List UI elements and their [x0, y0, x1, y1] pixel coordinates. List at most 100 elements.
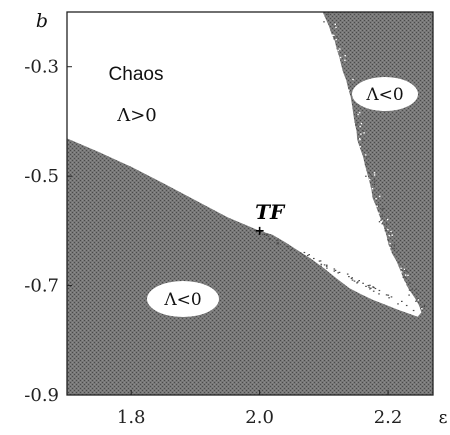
boundary-speckle	[375, 198, 377, 200]
boundary-speckle	[374, 287, 377, 290]
boundary-speckle	[353, 123, 355, 125]
y-tick-label: -0.9	[24, 385, 59, 406]
boundary-speckle	[348, 276, 350, 278]
boundary-speckle	[416, 298, 418, 300]
boundary-speckle	[407, 291, 409, 293]
boundary-speckle	[336, 36, 338, 38]
boundary-speckle	[378, 212, 380, 214]
boundary-speckle	[350, 105, 352, 107]
boundary-speckle	[366, 156, 368, 158]
boundary-speckle	[380, 219, 382, 221]
boundary-speckle	[421, 308, 423, 310]
boundary-speckle	[390, 296, 393, 298]
boundary-speckle	[386, 223, 388, 225]
boundary-speckle	[334, 46, 337, 49]
boundary-speckle	[350, 277, 353, 280]
boundary-speckle	[356, 122, 358, 124]
boundary-speckle	[402, 276, 404, 279]
boundary-speckle	[365, 175, 367, 177]
boundary-speckle	[320, 14, 322, 16]
boundary-speckle	[376, 205, 378, 207]
boundary-speckle	[387, 218, 389, 221]
boundary-speckle	[384, 230, 387, 232]
boundary-speckle	[362, 139, 364, 141]
boundary-speckle	[397, 303, 399, 305]
boundary-speckle	[398, 254, 400, 256]
boundary-speckle	[357, 281, 359, 283]
boundary-speckle	[378, 289, 381, 292]
boundary-speckle	[403, 268, 406, 270]
y-tick-label: -0.7	[24, 276, 59, 297]
boundary-speckle	[337, 272, 339, 274]
boundary-speckle	[390, 250, 392, 252]
boundary-speckle	[378, 293, 380, 295]
boundary-speckle	[367, 284, 370, 287]
boundary-speckle	[360, 122, 363, 125]
region-label-chaos: Chaos	[109, 64, 164, 85]
boundary-speckle	[368, 286, 370, 288]
boundary-speckle	[348, 87, 350, 89]
boundary-speckle	[393, 244, 396, 246]
boundary-speckle	[338, 271, 341, 273]
boundary-speckle	[408, 282, 410, 284]
boundary-speckle	[415, 300, 417, 302]
boundary-speckle	[373, 174, 376, 176]
boundary-speckle	[318, 260, 321, 262]
boundary-speckle	[361, 164, 364, 167]
boundary-speckle	[411, 289, 413, 291]
boundary-speckle	[377, 204, 380, 206]
boundary-speckle	[408, 294, 410, 296]
boundary-speckle	[404, 276, 407, 279]
plot-frame	[66, 11, 434, 396]
y-axis-label: b	[36, 10, 48, 32]
boundary-speckle	[333, 270, 336, 272]
boundary-speckle	[404, 283, 407, 285]
tf-point-marker	[255, 226, 264, 235]
boundary-speckle	[356, 129, 359, 131]
x-axis-label: ε	[439, 408, 448, 428]
boundary-speckle	[326, 267, 328, 269]
boundary-speckle	[352, 117, 354, 119]
boundary-speckle	[287, 246, 289, 248]
boundary-speckle	[381, 220, 383, 222]
boundary-speckle	[423, 304, 426, 307]
boundary-speckle	[290, 249, 293, 251]
boundary-speckle	[337, 49, 339, 52]
boundary-speckle	[351, 279, 354, 281]
boundary-speckle	[276, 242, 278, 244]
boundary-speckle	[389, 242, 391, 245]
boundary-speckle	[265, 234, 268, 236]
boundary-speckle	[331, 34, 334, 36]
boundary-speckle	[366, 163, 369, 165]
boundary-speckle	[368, 172, 371, 174]
boundary-speckle	[398, 261, 400, 263]
boundary-speckle	[365, 285, 367, 287]
region-label-lambda-negative-lower: Λ<0	[163, 290, 201, 310]
boundary-speckle	[385, 294, 388, 296]
boundary-speckle	[339, 65, 341, 67]
boundary-speckle	[360, 133, 362, 135]
boundary-speckle	[423, 305, 425, 308]
boundary-speckle	[381, 215, 383, 217]
x-tick-label: 2.2	[374, 407, 403, 428]
boundary-speckle	[353, 125, 355, 127]
boundary-speckle	[412, 309, 415, 312]
boundary-speckle	[400, 271, 403, 273]
boundary-speckle	[404, 269, 406, 272]
boundary-speckle	[391, 234, 393, 236]
boundary-speckle	[416, 292, 418, 295]
boundary-speckle	[369, 284, 371, 286]
boundary-speckle	[382, 208, 384, 210]
boundary-speckle	[387, 228, 389, 231]
boundary-speckle	[408, 289, 411, 291]
region-label-lambda-positive: Λ>0	[116, 105, 157, 126]
boundary-speckle	[407, 274, 409, 277]
boundary-speckle	[388, 235, 390, 237]
boundary-speckle	[400, 267, 402, 270]
boundary-speckle	[357, 113, 359, 116]
boundary-speckle	[373, 178, 375, 181]
boundary-speckle	[418, 306, 420, 309]
boundary-speckle	[372, 290, 375, 292]
